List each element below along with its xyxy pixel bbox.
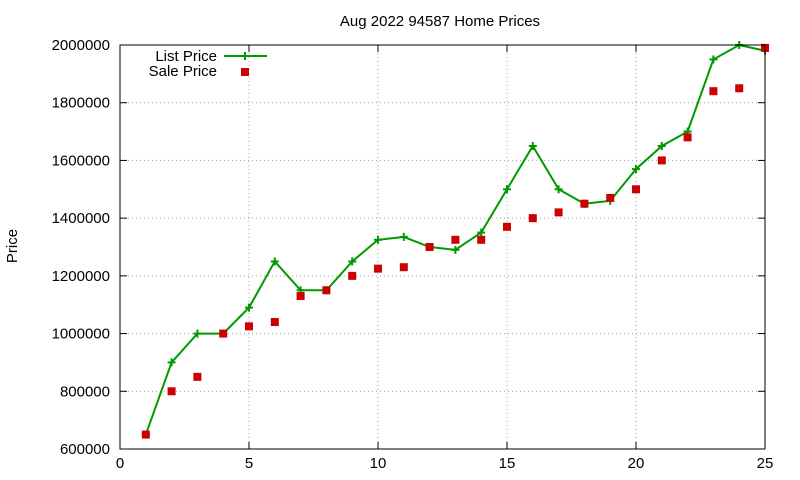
data-point-sale-price	[554, 208, 563, 217]
data-point-list-price	[451, 245, 460, 254]
data-point-list-price	[657, 142, 666, 150]
data-point-list-price	[554, 185, 563, 194]
legend-label-list-price: List Price	[155, 48, 217, 65]
data-point-list-price	[632, 165, 640, 174]
axis-ticks: 0 5 10 15 20 25 600000 800000 1000000 1200000 1400…	[52, 37, 774, 472]
data-point-list-price	[477, 228, 486, 237]
data-point-sale-price	[425, 243, 434, 251]
series-layer	[141, 41, 769, 439]
y-tick-label: 1400000	[52, 210, 110, 227]
data-point-list-price	[348, 257, 357, 266]
data-point-sale-price	[141, 430, 150, 439]
legend-marker-list-price	[241, 52, 249, 60]
grid-lines	[120, 45, 765, 449]
data-point-list-price	[399, 232, 408, 241]
data-point-list-price	[528, 142, 537, 150]
y-tick-label: 600000	[60, 441, 110, 458]
x-tick-label: 15	[499, 455, 516, 472]
y-tick-label: 1200000	[52, 268, 110, 285]
legend-label-sale-price: Sale Price	[149, 63, 217, 80]
data-point-sale-price	[580, 199, 589, 208]
data-point-sale-price	[657, 156, 666, 165]
data-point-sale-price	[245, 322, 253, 331]
data-point-sale-price	[399, 263, 408, 272]
data-point-sale-price	[606, 193, 615, 202]
y-axis-label: Price	[4, 229, 21, 263]
data-point-list-price	[709, 55, 718, 64]
y-tick-label: 1600000	[52, 152, 110, 169]
data-point-sale-price	[528, 214, 537, 223]
data-point-sale-price	[477, 235, 486, 244]
series-sale-price	[141, 43, 769, 439]
data-point-sale-price	[709, 87, 718, 96]
y-tick-label: 800000	[60, 383, 110, 400]
data-point-sale-price	[219, 329, 228, 338]
legend: List Price Sale Price	[149, 48, 267, 80]
data-point-sale-price	[322, 286, 331, 295]
data-point-list-price	[270, 257, 279, 266]
data-point-sale-price	[735, 84, 744, 93]
plot-frame	[119, 44, 766, 450]
data-point-sale-price	[167, 387, 176, 396]
chart-title: Aug 2022 94587 Home Prices	[340, 13, 540, 30]
legend-marker-sale-price	[241, 68, 249, 76]
x-tick-label: 5	[245, 455, 253, 472]
x-tick-label: 20	[628, 455, 645, 472]
data-point-sale-price	[348, 271, 357, 280]
y-tick-label: 2000000	[52, 37, 110, 54]
data-point-sale-price	[683, 133, 692, 142]
data-point-list-price	[167, 358, 176, 367]
data-point-list-price	[245, 303, 253, 312]
y-tick-label: 1000000	[52, 326, 110, 343]
data-point-list-price	[374, 235, 382, 244]
x-tick-label: 0	[116, 455, 124, 472]
data-point-sale-price	[296, 292, 305, 301]
data-point-list-price	[503, 185, 511, 194]
data-point-sale-price	[503, 222, 511, 231]
data-point-sale-price	[374, 264, 382, 273]
data-point-sale-price	[193, 372, 202, 381]
x-tick-label: 10	[370, 455, 387, 472]
data-point-sale-price	[270, 318, 279, 327]
data-point-sale-price	[632, 185, 640, 194]
x-tick-label: 25	[757, 455, 774, 472]
data-point-list-price	[193, 329, 202, 338]
data-point-sale-price	[451, 235, 460, 244]
y-tick-label: 1800000	[52, 95, 110, 112]
